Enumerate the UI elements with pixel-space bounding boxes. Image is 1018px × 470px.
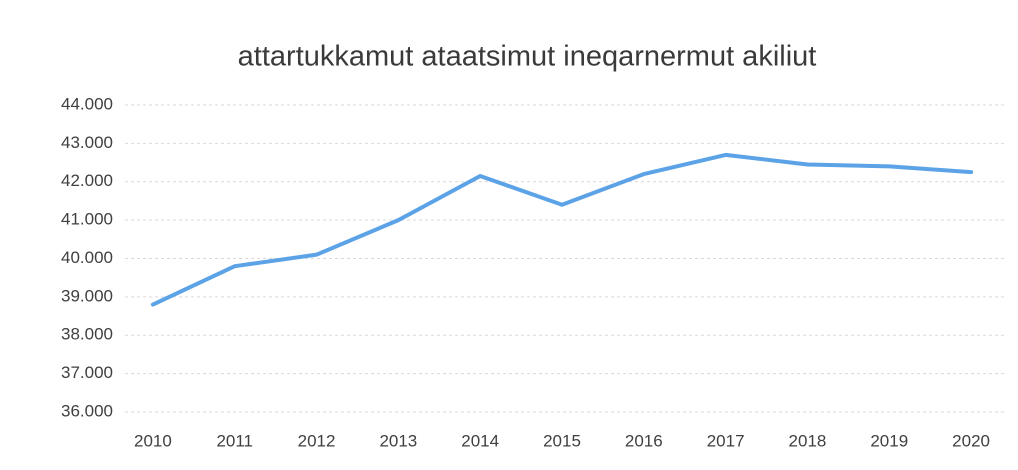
y-tick-label: 39.000 [61,286,113,305]
y-tick-label: 41.000 [61,210,113,229]
x-tick-label: 2020 [952,431,990,450]
x-tick-label: 2014 [461,431,499,450]
y-tick-label: 40.000 [61,248,113,267]
data-line [150,152,974,307]
y-tick-label: 37.000 [61,363,113,382]
y-tick-label: 43.000 [61,133,113,152]
x-tick-label: 2010 [134,431,172,450]
y-tick-label: 38.000 [61,325,113,344]
y-tick-label: 42.000 [61,171,113,190]
y-tick-label: 44.000 [61,94,113,113]
x-tick-label: 2012 [298,431,336,450]
x-tick-label: 2016 [625,431,663,450]
x-tick-label: 2013 [379,431,417,450]
x-tick-label: 2018 [789,431,827,450]
chart-title: attartukkamut ataatsimut ineqarnermut ak… [238,41,817,73]
x-tick-label: 2011 [216,431,253,450]
y-tick-label: 36.000 [61,401,113,420]
x-tick-label: 2019 [870,431,908,450]
x-tick-label: 2017 [707,431,745,450]
x-tick-label: 2015 [543,431,581,450]
